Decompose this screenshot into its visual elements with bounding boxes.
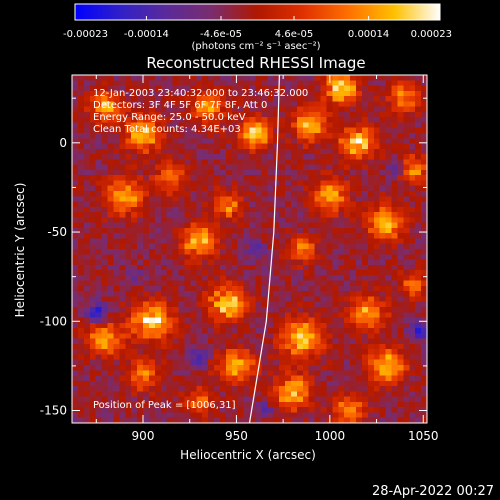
annotation-line: 12-Jan-2003 23:40:32.000 to 23:46:32.000	[93, 88, 308, 99]
annotation-line: Detectors: 3F 4F 5F 6F 7F 8F, Att 0	[93, 100, 267, 111]
plot-frame	[71, 74, 428, 424]
image-plot-area	[72, 75, 427, 423]
y-axis-label: Heliocentric Y (arcsec)	[13, 183, 27, 318]
colorbar-tick-label: 4.6e-05	[275, 29, 313, 40]
colorbar-tick-label: 0.00023	[411, 29, 452, 40]
colorbar-tick-label: -4.6e-05	[200, 29, 242, 40]
x-tick-label: 900	[132, 429, 155, 443]
chart-title: Reconstructed RHESSI Image	[146, 54, 365, 72]
x-axis-label: Heliocentric X (arcsec)	[180, 448, 316, 462]
annotation-line: Energy Range: 25.0 - 50.0 keV	[93, 112, 246, 123]
axes: 900 950 1000 1050 0 -50 -100 -150	[40, 74, 439, 443]
colorbar-unit-label: (photons cm⁻² s⁻¹ asec⁻²)	[191, 41, 320, 52]
heatmap-image	[72, 75, 427, 423]
x-tick-label: 1000	[315, 429, 346, 443]
colorbar-gradient	[74, 3, 441, 21]
footer-datetime: 28-Apr-2022 00:27	[372, 484, 494, 499]
colorbar-tick-label: -0.00014	[124, 29, 169, 40]
y-tick-label: 0	[59, 136, 67, 150]
colorbar-tick-label: -0.00023	[63, 29, 108, 40]
colorbar-tick-label: 0.00014	[348, 29, 389, 40]
annotation-block: 12-Jan-2003 23:40:32.000 to 23:46:32.000…	[93, 88, 308, 135]
x-tick-label: 1050	[408, 429, 439, 443]
annotation-line: Clean Total counts: 4.34E+03	[93, 124, 241, 135]
colorbar: -0.00023 -0.00014 -4.6e-05 4.6e-05 0.00014 0.…	[63, 3, 452, 40]
x-tick-label: 950	[225, 429, 248, 443]
solar-limb-line	[248, 75, 280, 423]
y-tick-label: -50	[47, 225, 67, 239]
y-tick-label: -100	[40, 314, 67, 328]
y-tick-label: -150	[40, 404, 67, 418]
peak-position-label: Position of Peak = [1006,31]	[93, 400, 236, 411]
